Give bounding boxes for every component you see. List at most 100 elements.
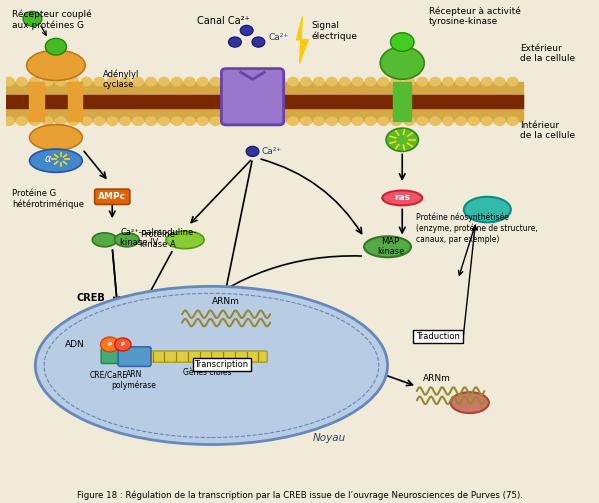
- Ellipse shape: [382, 191, 422, 205]
- Circle shape: [314, 77, 324, 86]
- Circle shape: [210, 77, 221, 86]
- Circle shape: [228, 37, 241, 47]
- Circle shape: [236, 77, 247, 86]
- Text: Extérieur
de la cellule: Extérieur de la cellule: [519, 44, 575, 63]
- Circle shape: [107, 117, 117, 125]
- Circle shape: [146, 117, 156, 125]
- Circle shape: [262, 77, 273, 86]
- Circle shape: [404, 117, 415, 125]
- Text: Ca²⁺: Ca²⁺: [262, 147, 282, 156]
- Text: Noyau: Noyau: [312, 433, 346, 443]
- Ellipse shape: [464, 197, 511, 222]
- Circle shape: [94, 77, 105, 86]
- Circle shape: [46, 38, 66, 55]
- Circle shape: [494, 117, 505, 125]
- Text: P: P: [108, 342, 112, 347]
- Circle shape: [494, 77, 505, 86]
- Text: Ca²⁺: Ca²⁺: [269, 33, 289, 42]
- Circle shape: [326, 77, 337, 86]
- Circle shape: [197, 117, 208, 125]
- Circle shape: [159, 77, 169, 86]
- Circle shape: [81, 117, 92, 125]
- Circle shape: [352, 77, 363, 86]
- Circle shape: [210, 117, 221, 125]
- Circle shape: [443, 117, 453, 125]
- Circle shape: [107, 77, 117, 86]
- Text: CREB: CREB: [77, 293, 105, 303]
- Text: Protéine néosynthétisée
(enzyme, protéine de structure,
canaux, par exemple): Protéine néosynthétisée (enzyme, protéin…: [416, 213, 537, 243]
- Text: ARN
polymérase: ARN polymérase: [111, 370, 156, 390]
- Text: Traduction: Traduction: [416, 332, 460, 341]
- Circle shape: [4, 117, 14, 125]
- FancyBboxPatch shape: [147, 351, 267, 362]
- Circle shape: [43, 77, 53, 86]
- Circle shape: [23, 12, 42, 26]
- Circle shape: [391, 77, 402, 86]
- Circle shape: [352, 117, 363, 125]
- Text: ADN: ADN: [65, 340, 84, 349]
- Circle shape: [146, 77, 156, 86]
- Circle shape: [246, 146, 259, 156]
- Circle shape: [404, 77, 415, 86]
- Circle shape: [507, 117, 518, 125]
- Circle shape: [197, 77, 208, 86]
- Circle shape: [482, 117, 492, 125]
- Circle shape: [468, 117, 479, 125]
- Circle shape: [120, 77, 131, 86]
- Circle shape: [223, 117, 234, 125]
- Circle shape: [378, 77, 389, 86]
- Text: MAP
kinase: MAP kinase: [377, 237, 404, 257]
- Text: Récepteur couplé
aux protéines G: Récepteur couplé aux protéines G: [12, 10, 92, 30]
- Circle shape: [17, 117, 27, 125]
- Circle shape: [223, 77, 234, 86]
- Circle shape: [133, 117, 143, 125]
- Circle shape: [55, 77, 66, 86]
- Ellipse shape: [450, 392, 489, 413]
- Circle shape: [482, 77, 492, 86]
- Text: Protéine G
hétérotrimérique: Protéine G hétérotrimérique: [12, 189, 84, 209]
- Circle shape: [340, 117, 350, 125]
- Circle shape: [340, 77, 350, 86]
- FancyBboxPatch shape: [95, 189, 130, 204]
- Circle shape: [417, 117, 428, 125]
- Text: AMPc: AMPc: [98, 192, 126, 201]
- Circle shape: [114, 338, 131, 351]
- Circle shape: [43, 117, 53, 125]
- Circle shape: [68, 77, 79, 86]
- Text: Figure 18 : Régulation de la transcription par la CREB issue de l’ouvrage Neuros: Figure 18 : Régulation de la transcripti…: [77, 491, 522, 500]
- Circle shape: [391, 33, 414, 51]
- Circle shape: [29, 77, 40, 86]
- Text: $\alpha$: $\alpha$: [44, 154, 52, 164]
- Circle shape: [249, 117, 259, 125]
- Ellipse shape: [386, 128, 418, 151]
- FancyBboxPatch shape: [118, 347, 151, 366]
- Circle shape: [249, 77, 259, 86]
- FancyBboxPatch shape: [413, 329, 463, 343]
- Circle shape: [68, 117, 79, 125]
- Circle shape: [430, 117, 440, 125]
- Circle shape: [326, 117, 337, 125]
- Circle shape: [101, 337, 119, 352]
- Circle shape: [4, 77, 14, 86]
- FancyBboxPatch shape: [193, 358, 251, 371]
- Text: Récepteur à activité
tyrosine-kinase: Récepteur à activité tyrosine-kinase: [429, 7, 521, 27]
- Ellipse shape: [29, 125, 82, 150]
- Circle shape: [456, 77, 466, 86]
- Ellipse shape: [114, 233, 139, 247]
- Circle shape: [507, 77, 518, 86]
- Circle shape: [17, 77, 27, 86]
- Circle shape: [301, 77, 311, 86]
- Circle shape: [29, 117, 40, 125]
- Circle shape: [94, 117, 105, 125]
- Text: Signal
électrique: Signal électrique: [311, 21, 357, 41]
- Circle shape: [378, 117, 389, 125]
- Circle shape: [430, 77, 440, 86]
- Circle shape: [468, 77, 479, 86]
- Text: Transcription: Transcription: [194, 360, 249, 369]
- Text: Ca²⁺-calmoduline-
kinase IV: Ca²⁺-calmoduline- kinase IV: [120, 228, 196, 247]
- Ellipse shape: [364, 236, 411, 257]
- Circle shape: [391, 117, 402, 125]
- Circle shape: [133, 77, 143, 86]
- Text: ras: ras: [394, 194, 410, 202]
- Text: ARNm: ARNm: [423, 374, 450, 383]
